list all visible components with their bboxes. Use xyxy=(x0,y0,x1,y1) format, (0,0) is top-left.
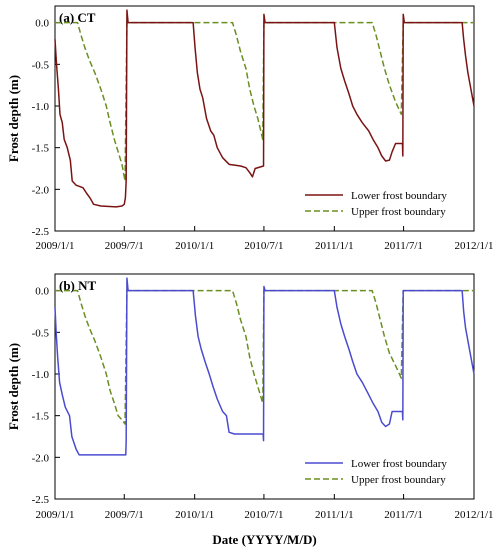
y-tick-label: -0.5 xyxy=(32,327,50,339)
legend-label: Upper frost boundary xyxy=(351,474,446,486)
panel-title: (a) CT xyxy=(59,10,96,25)
y-tick-label: 0.0 xyxy=(35,18,49,30)
chart-panel-2: 0.0 -0.5 -1.0 -1.5 -2.0 -2.5 2009/1/1 2009/7/1 2… xyxy=(6,273,494,547)
y-tick-label: -1.5 xyxy=(32,411,50,423)
x-tick-label: 2012/1/1 xyxy=(454,509,493,521)
y-tick-label: -0.5 xyxy=(32,59,50,71)
x-tick-label: 2009/7/1 xyxy=(105,509,144,521)
series-line-lower-frost-boundary xyxy=(54,277,475,456)
x-tick-label: 2010/1/1 xyxy=(175,240,214,252)
x-tick-label: 2011/7/1 xyxy=(384,509,423,521)
chart-panel-1: 0.0 -0.5 -1.0 -1.5 -2.0 -2.5 2009/1/1 2009/7/1 2… xyxy=(6,5,494,252)
x-tick-label: 2009/1/1 xyxy=(35,509,74,521)
y-tick-label: 0.0 xyxy=(35,286,49,298)
y-tick-label: -1.0 xyxy=(32,369,50,381)
y-tick-label: -1.5 xyxy=(32,143,50,155)
y-tick-label: -1.0 xyxy=(32,101,50,113)
y-tick-label: -2.5 xyxy=(32,494,50,506)
x-tick-label: 2009/7/1 xyxy=(105,240,144,252)
x-tick-label: 2009/1/1 xyxy=(35,240,74,252)
x-tick-label: 2010/7/1 xyxy=(244,240,283,252)
y-tick-label: -2.0 xyxy=(32,452,50,464)
y-axis-label: Frost depth (m) xyxy=(6,75,21,162)
series-line-lower-frost-boundary xyxy=(54,9,475,208)
legend-label: Upper frost boundary xyxy=(351,206,446,218)
legend-label: Lower frost boundary xyxy=(351,458,447,470)
y-tick-label: -2.5 xyxy=(32,226,50,238)
series-line-upper-frost-boundary xyxy=(55,289,474,425)
x-tick-label: 2010/7/1 xyxy=(244,509,283,521)
x-tick-label: 2010/1/1 xyxy=(175,509,214,521)
x-tick-label: 2012/1/1 xyxy=(454,240,493,252)
x-tick-label: 2011/1/1 xyxy=(315,240,354,252)
y-axis-label: Frost depth (m) xyxy=(6,343,21,430)
x-tick-label: 2011/1/1 xyxy=(315,509,354,521)
series-line-upper-frost-boundary xyxy=(55,21,474,182)
panel-title: (b) NT xyxy=(59,278,97,293)
x-axis-label: Date (YYYY/M/D) xyxy=(212,532,316,547)
legend-label: Lower frost boundary xyxy=(351,190,447,202)
plot-frame xyxy=(54,5,475,232)
x-tick-label: 2011/7/1 xyxy=(384,240,423,252)
y-tick-label: -2.0 xyxy=(32,184,50,196)
plot-frame xyxy=(54,273,475,500)
